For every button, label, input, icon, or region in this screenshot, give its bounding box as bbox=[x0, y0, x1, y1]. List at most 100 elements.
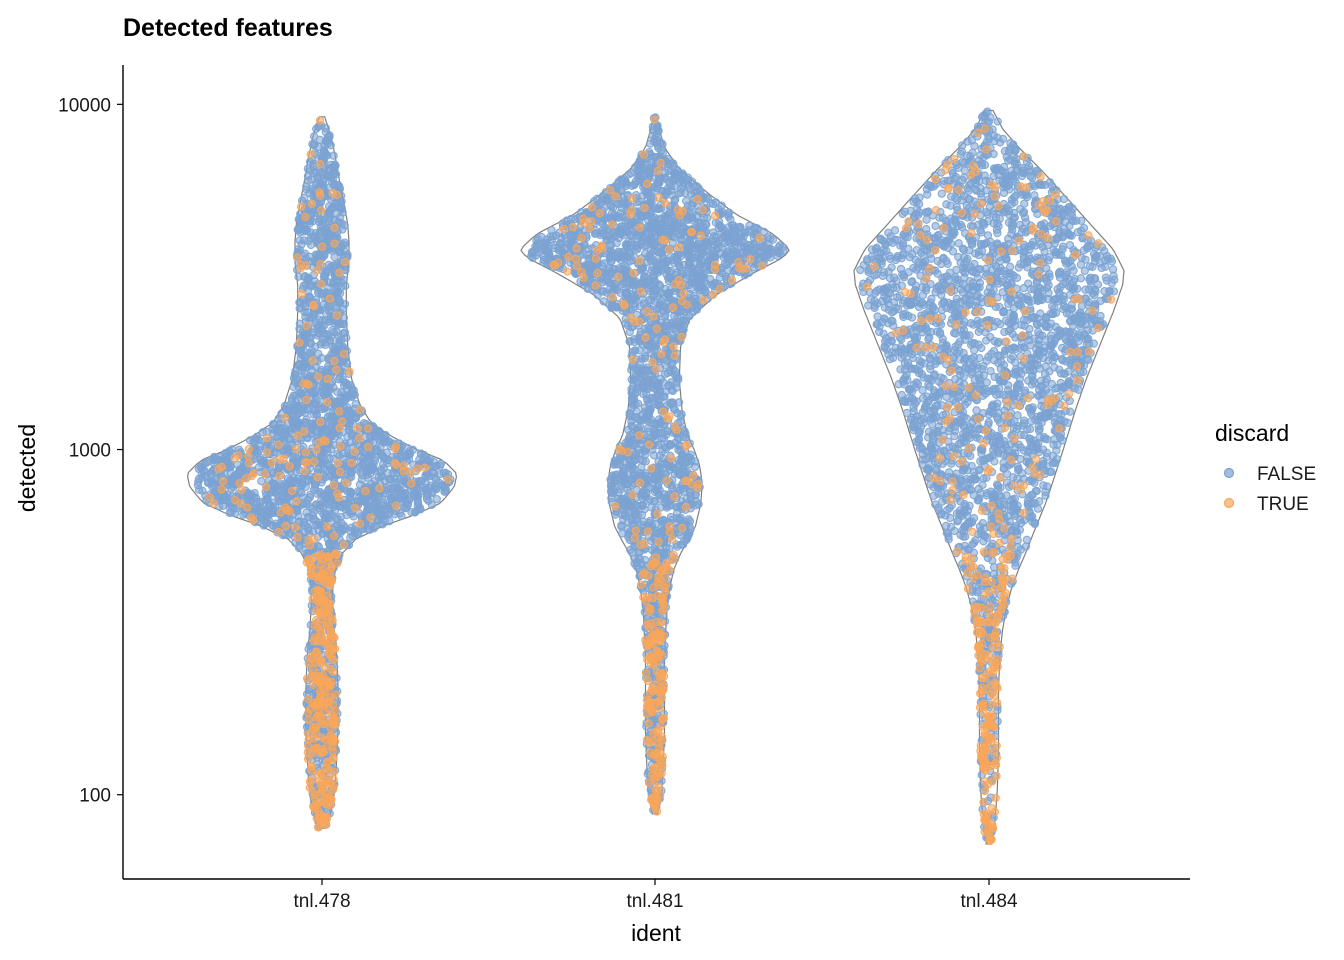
data-point bbox=[338, 375, 348, 384]
data-point bbox=[297, 289, 306, 298]
data-point bbox=[193, 480, 203, 490]
data-point bbox=[301, 418, 311, 427]
data-point bbox=[340, 500, 349, 510]
data-point bbox=[646, 139, 655, 148]
data-point bbox=[316, 768, 326, 778]
data-point bbox=[268, 521, 277, 530]
point-layer bbox=[193, 107, 1119, 845]
data-point bbox=[314, 464, 323, 473]
data-point bbox=[312, 729, 321, 738]
data-point bbox=[295, 324, 304, 334]
data-point bbox=[335, 423, 344, 433]
data-point bbox=[309, 300, 318, 310]
data-point bbox=[317, 206, 326, 215]
data-point bbox=[376, 443, 385, 452]
data-point bbox=[414, 505, 423, 514]
data-point bbox=[362, 467, 371, 476]
data-point bbox=[342, 478, 351, 488]
data-point bbox=[285, 462, 294, 471]
data-point bbox=[407, 507, 416, 517]
data-point bbox=[312, 676, 322, 685]
data-point bbox=[306, 166, 315, 175]
data-point bbox=[329, 754, 338, 763]
data-point bbox=[312, 180, 322, 189]
data-point bbox=[619, 198, 628, 207]
data-point bbox=[285, 434, 294, 443]
data-point bbox=[329, 767, 338, 776]
data-point bbox=[295, 338, 304, 347]
data-point bbox=[375, 436, 385, 445]
data-point bbox=[292, 497, 301, 506]
data-point bbox=[339, 540, 349, 549]
data-point bbox=[221, 448, 230, 458]
data-point bbox=[317, 778, 327, 787]
data-point bbox=[307, 762, 317, 771]
data-point bbox=[306, 150, 315, 159]
data-point bbox=[336, 442, 345, 451]
data-point bbox=[314, 822, 323, 831]
data-point bbox=[310, 480, 319, 489]
data-point bbox=[291, 418, 300, 428]
data-point bbox=[375, 507, 384, 516]
data-point bbox=[382, 448, 391, 457]
data-point bbox=[326, 736, 335, 745]
data-point bbox=[339, 349, 349, 359]
data-point bbox=[327, 575, 336, 584]
data-point bbox=[399, 461, 408, 471]
data-point bbox=[361, 486, 370, 496]
data-point bbox=[321, 717, 330, 726]
data-point bbox=[366, 513, 375, 522]
data-point bbox=[390, 510, 399, 519]
data-point bbox=[344, 420, 354, 429]
data-point bbox=[243, 503, 252, 512]
data-point bbox=[339, 313, 349, 322]
data-point bbox=[428, 487, 437, 496]
data-point bbox=[308, 511, 318, 520]
data-point bbox=[316, 259, 325, 269]
data-point bbox=[319, 678, 329, 687]
data-point bbox=[312, 814, 321, 823]
data-point bbox=[327, 471, 336, 480]
data-point bbox=[407, 479, 416, 488]
data-point bbox=[355, 519, 365, 528]
data-point bbox=[268, 503, 278, 512]
data-point bbox=[287, 486, 297, 496]
data-point bbox=[221, 456, 231, 465]
data-point bbox=[235, 478, 244, 488]
data-point bbox=[335, 451, 344, 460]
data-point bbox=[289, 452, 298, 461]
data-point bbox=[319, 329, 328, 339]
data-point bbox=[217, 485, 226, 494]
data-point bbox=[304, 715, 313, 725]
data-point bbox=[275, 463, 284, 472]
data-point bbox=[347, 458, 356, 468]
data-point bbox=[607, 494, 616, 503]
data-point bbox=[396, 452, 405, 461]
data-point bbox=[310, 457, 319, 466]
data-point bbox=[330, 223, 339, 232]
data-point bbox=[331, 319, 340, 328]
data-point bbox=[592, 194, 602, 203]
data-point bbox=[443, 475, 453, 484]
data-point bbox=[310, 744, 319, 753]
data-point bbox=[205, 492, 214, 502]
data-point bbox=[227, 445, 237, 454]
data-point bbox=[331, 690, 340, 699]
data-point bbox=[244, 458, 253, 468]
data-point bbox=[641, 449, 650, 459]
data-point bbox=[669, 404, 679, 414]
data-point bbox=[214, 464, 223, 473]
data-point bbox=[320, 316, 330, 325]
data-point bbox=[312, 606, 321, 615]
data-point bbox=[281, 521, 290, 531]
data-point bbox=[308, 423, 317, 433]
data-point bbox=[386, 474, 395, 484]
data-point bbox=[305, 502, 315, 512]
data-point bbox=[688, 177, 697, 186]
data-point bbox=[313, 473, 322, 482]
data-point bbox=[276, 482, 285, 491]
data-point bbox=[315, 322, 324, 331]
data-point bbox=[300, 272, 310, 281]
data-point bbox=[262, 433, 271, 443]
data-point bbox=[321, 123, 330, 133]
